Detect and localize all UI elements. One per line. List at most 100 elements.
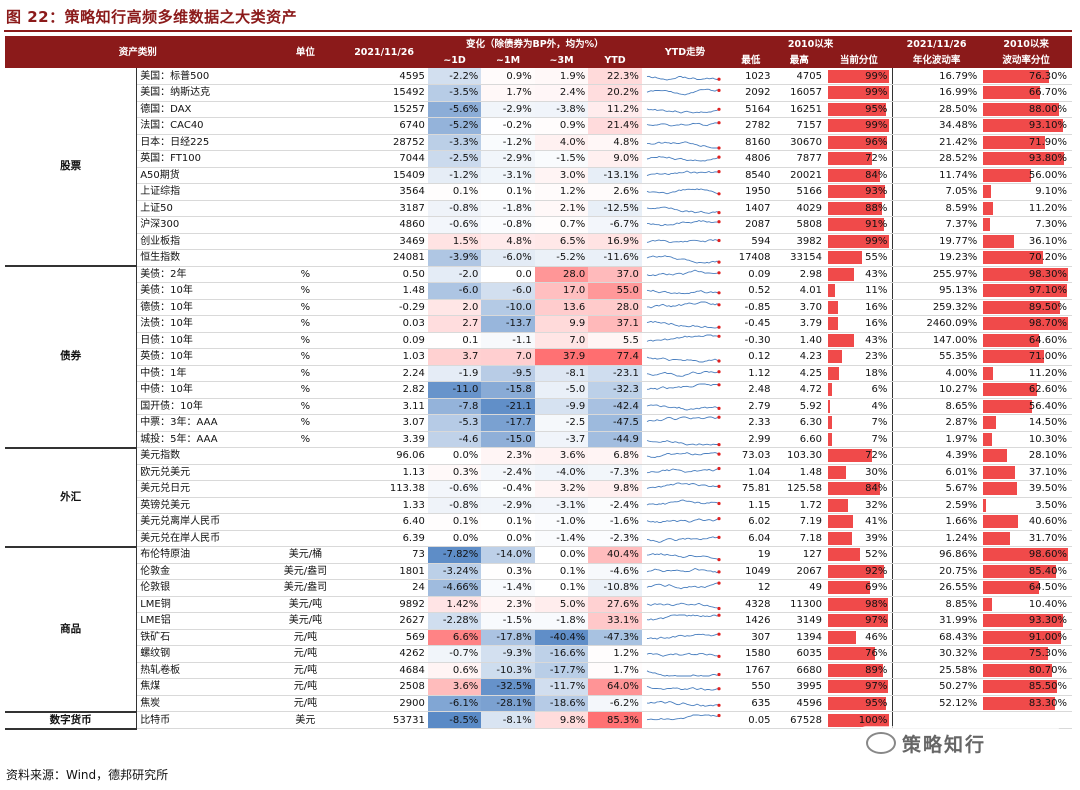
since2010-low: 2.79 — [728, 398, 774, 415]
change-m1: -17.7 — [481, 414, 535, 432]
current-percentile: 6% — [824, 381, 894, 399]
since2010-low: 6.04 — [728, 530, 774, 547]
table-row: 中债：10年% 2.82 -11.0 -15.8 -5.0 -32.3 2.48 4.72 6%… — [5, 381, 1072, 399]
asset-name: LME铜 — [136, 596, 271, 613]
current-percentile-bar — [827, 680, 888, 694]
annual-volatility: 259.32% — [892, 299, 981, 316]
since2010-high: 4.01 — [773, 282, 825, 300]
asset-value: 6.39 — [340, 530, 428, 547]
volatility-percentile-label: 11.20% — [1028, 202, 1067, 214]
asset-value: 3564 — [340, 183, 428, 201]
volatility-percentile-label: 36.10% — [1028, 235, 1067, 247]
since2010-low: 0.05 — [728, 711, 774, 729]
sparkline-path — [646, 553, 719, 561]
sparkline-path — [646, 356, 720, 363]
sparkline — [646, 169, 721, 176]
category-cell: 债券 — [5, 266, 138, 449]
ytd-sparkline — [641, 711, 729, 729]
change-m1: 1.7% — [481, 84, 535, 102]
since2010-high: 7157 — [773, 117, 825, 135]
sparkline — [646, 567, 721, 574]
asset-unit — [270, 513, 341, 531]
sparkline-end-dot — [717, 415, 721, 420]
change-m1: -15.0 — [481, 431, 535, 448]
asset-name: 美国：纳斯达克 — [136, 84, 271, 102]
current-percentile: 93% — [824, 183, 894, 201]
header-vol-date: 2021/11/26 — [892, 36, 981, 52]
volatility-percentile-label: 76.30% — [1028, 70, 1067, 82]
change-m1: -13.7 — [481, 315, 535, 333]
current-percentile-label: 96% — [865, 136, 888, 148]
sparkline-path — [646, 670, 719, 677]
ytd-sparkline — [641, 464, 729, 481]
current-percentile: 16% — [824, 315, 894, 333]
change-m1: -2.9% — [481, 150, 535, 168]
annual-volatility: 6.01% — [892, 464, 981, 481]
volatility-percentile-label: 62.60% — [1028, 384, 1067, 396]
volatility-percentile: 37.10% — [980, 464, 1072, 481]
ytd-sparkline — [641, 233, 729, 250]
annual-volatility: 2.87% — [892, 414, 981, 432]
current-percentile-label: 95% — [865, 103, 888, 115]
current-percentile-bar — [827, 317, 838, 331]
current-percentile-label: 91% — [865, 219, 888, 231]
asset-unit: % — [270, 414, 341, 432]
asset-unit: 美元 — [270, 711, 341, 729]
sparkline-path — [646, 108, 720, 114]
table-row: 上证综指 3564 0.1% 0.1% 1.2% 2.6% 1950 5166 93% 7.05%… — [5, 183, 1072, 201]
change-d1: -0.6% — [427, 480, 482, 498]
asset-value: 4684 — [340, 662, 428, 679]
sparkline-path — [646, 141, 719, 149]
volatility-percentile-label: 85.50% — [1028, 681, 1067, 693]
change-d1: -0.7% — [427, 645, 482, 663]
sparkline-path — [646, 499, 719, 506]
change-m3: -16.6% — [534, 645, 589, 663]
volatility-percentile-bar — [983, 581, 1039, 595]
volatility-percentile-label: 98.70% — [1028, 318, 1067, 330]
current-percentile-label: 23% — [865, 351, 888, 363]
asset-name: 德国：DAX — [136, 101, 271, 118]
since2010-low: 1407 — [728, 200, 774, 217]
sparkline — [646, 141, 721, 150]
asset-unit: 美元/盎司 — [270, 579, 341, 597]
volatility-percentile-bar — [983, 515, 1019, 529]
table-row: 外汇 美元指数 96.06 0.0% 2.3% 3.6% 6.8% 73.03 103.30 72… — [5, 447, 1072, 548]
since2010-low: 1049 — [728, 563, 774, 580]
change-d1: 0.0% — [427, 530, 482, 547]
annual-volatility: 20.75% — [892, 563, 981, 580]
ytd-sparkline — [641, 678, 729, 696]
annual-volatility: 31.99% — [892, 612, 981, 630]
since2010-low: 1426 — [728, 612, 774, 630]
asset-value: 28752 — [340, 134, 428, 151]
volatility-percentile: 97.10% — [980, 282, 1072, 300]
table-row: 日本：日经225 28752 -3.3% -1.2% 4.0% 4.8% 8160 30670… — [5, 134, 1072, 151]
asset-name: 英国：FT100 — [136, 150, 271, 168]
change-m1: 0.9% — [481, 68, 535, 85]
volatility-percentile: 56.00% — [980, 167, 1072, 184]
sparkline — [646, 452, 721, 459]
table-row: 铁矿石 元/吨 569 6.6% -17.8% -40.4% -47.3% 307 1394 46… — [5, 629, 1072, 646]
change-d1: -1.9 — [427, 365, 482, 382]
current-percentile-bar — [827, 432, 833, 446]
change-d1: -3.5% — [427, 84, 482, 102]
asset-value: 6.40 — [340, 513, 428, 531]
asset-unit — [270, 497, 341, 514]
asset-value: 1.33 — [340, 497, 428, 514]
ytd-sparkline — [641, 645, 729, 663]
asset-unit — [270, 183, 341, 201]
change-m1: -1.5% — [481, 612, 535, 630]
sparkline — [646, 517, 721, 524]
change-ytd: -13.1% — [588, 167, 642, 184]
asset-unit: % — [270, 348, 341, 366]
change-d1: -5.6% — [427, 101, 482, 118]
table-row: 螺纹钢 元/吨 4262 -0.7% -9.3% -16.6% 1.2% 1580 6035 76… — [5, 645, 1072, 663]
sparkline — [646, 652, 721, 659]
volatility-percentile-bar — [983, 86, 1041, 100]
change-m1: -1.2% — [481, 134, 535, 151]
sparkline-path — [646, 536, 719, 543]
asset-name: 伦敦金 — [136, 563, 271, 580]
asset-name: 美元指数 — [136, 447, 271, 465]
change-ytd: 37.0 — [588, 266, 642, 283]
current-percentile-bar — [827, 86, 889, 100]
category-cell: 股票 — [5, 68, 138, 267]
